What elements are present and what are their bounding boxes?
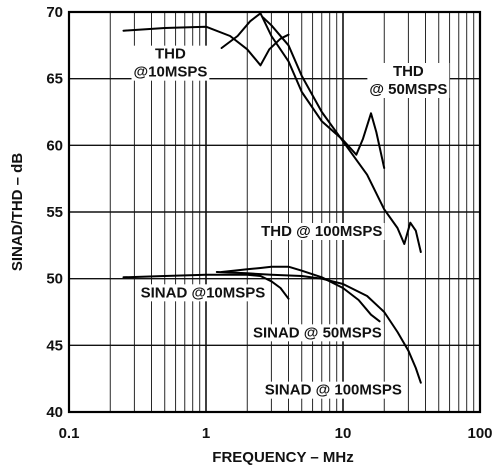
annotation-line: THD: [393, 63, 424, 80]
annotation-background: [259, 223, 385, 240]
series-line-1: [220, 12, 386, 169]
plot-frame: [67, 10, 482, 414]
annotation-label: SINAD @ 50MSPS: [250, 324, 384, 342]
y-tick-label: 40: [46, 404, 63, 421]
series-lines: [122, 12, 422, 384]
plot-border: [67, 10, 482, 414]
annotation-label: THD @10MSPS: [131, 45, 210, 81]
annotation-line: SINAD @ 100MSPS: [265, 382, 402, 399]
y-tick-label: 45: [46, 337, 63, 354]
y-tick-label: 65: [46, 71, 63, 88]
annotation-background: [262, 381, 404, 399]
annotation-text: THD @ 50MSPS: [369, 63, 447, 98]
x-tick-label: 0.1: [59, 425, 80, 442]
y-tick-label: 60: [46, 137, 63, 154]
x-tick-label: 1: [202, 425, 210, 442]
series-line-5: [215, 271, 422, 384]
y-tick-label: 55: [46, 204, 63, 221]
annotation-background: [138, 284, 268, 302]
y-tick-label: 50: [46, 271, 63, 288]
annotation-label: SINAD @ 100MSPS: [262, 381, 404, 399]
annotation-text: SINAD @10MSPS: [141, 284, 266, 301]
annotation-label: SINAD @10MSPS: [138, 284, 268, 302]
tick-labels: 0.1 1 10 100 40 45 50 55 60 65 70: [46, 4, 492, 442]
x-tick-label: 10: [335, 425, 352, 442]
annotation-line: @10MSPS: [134, 64, 208, 81]
annotation-line: @ 50MSPS: [369, 81, 447, 98]
annotation-background: [131, 45, 210, 81]
annotation-background: [250, 324, 384, 342]
y-tick-label: 70: [46, 4, 63, 21]
x-tick-label: 100: [467, 425, 492, 442]
annotation-text: SINAD @ 100MSPS: [265, 382, 402, 399]
annotation-label: THD @ 100MSPS: [259, 223, 385, 240]
annotation-text: THD @10MSPS: [134, 46, 208, 81]
series-line-3: [122, 273, 290, 300]
annotation-line: SINAD @10MSPS: [141, 284, 266, 301]
annotation-text: THD @ 100MSPS: [261, 223, 382, 240]
annotation-label: THD @ 50MSPS: [367, 63, 450, 98]
series-line-4: [220, 265, 381, 323]
annotation-background: [367, 63, 450, 98]
x-axis-label: FREQUENCY – MHz: [212, 449, 353, 466]
annotation-line: THD: [155, 46, 186, 63]
y-axis-label: SINAD/THD – dB: [9, 153, 26, 272]
series-line-2: [261, 16, 422, 253]
annotation-line: THD @ 100MSPS: [261, 223, 382, 240]
annotation-text: SINAD @ 50MSPS: [253, 324, 382, 341]
annotation-line: SINAD @ 50MSPS: [253, 324, 382, 341]
